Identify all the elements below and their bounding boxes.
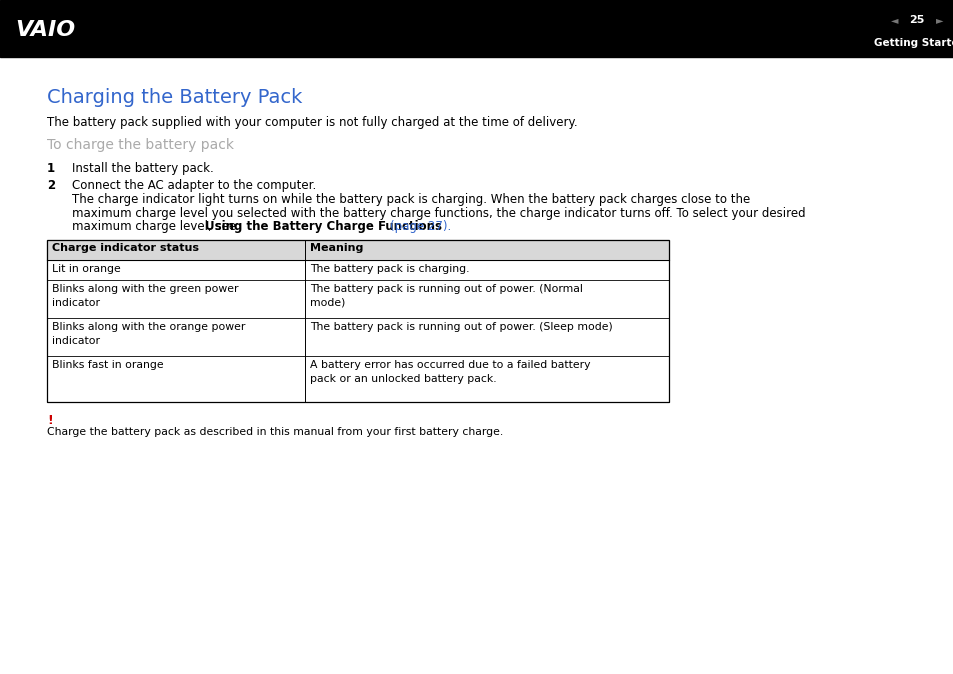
Text: Meaning: Meaning (310, 243, 363, 253)
Bar (47, 240, 668, 402)
Bar (47, 280, 668, 318)
Text: Getting Started: Getting Started (873, 38, 953, 48)
Text: Charge indicator status: Charge indicator status (52, 243, 199, 253)
Text: maximum charge level you selected with the battery charge functions, the charge : maximum charge level you selected with t… (71, 206, 804, 220)
Text: 1: 1 (47, 162, 55, 175)
Bar (47, 356, 668, 402)
Text: (page 27).: (page 27). (390, 220, 451, 233)
Text: Install the battery pack.: Install the battery pack. (71, 162, 213, 175)
Text: Lit in orange: Lit in orange (52, 264, 121, 274)
Text: maximum charge level, see: maximum charge level, see (71, 220, 239, 233)
Text: The charge indicator light turns on while the battery pack is charging. When the: The charge indicator light turns on whil… (71, 193, 749, 206)
Text: A battery error has occurred due to a failed battery
pack or an unlocked battery: A battery error has occurred due to a fa… (310, 360, 590, 384)
Text: The battery pack supplied with your computer is not fully charged at the time of: The battery pack supplied with your comp… (47, 116, 577, 129)
Text: ◄: ◄ (890, 15, 898, 25)
Bar (47, 260, 668, 280)
Text: 25: 25 (908, 15, 923, 25)
Text: Blinks along with the green power
indicator: Blinks along with the green power indica… (52, 284, 238, 307)
Text: Charging the Battery Pack: Charging the Battery Pack (47, 88, 302, 107)
Text: The battery pack is running out of power. (Sleep mode): The battery pack is running out of power… (310, 322, 612, 332)
Text: Using the Battery Charge Functions: Using the Battery Charge Functions (205, 220, 441, 233)
Text: Connect the AC adapter to the computer.: Connect the AC adapter to the computer. (71, 179, 315, 192)
Text: The battery pack is charging.: The battery pack is charging. (310, 264, 469, 274)
Text: The battery pack is running out of power. (Normal
mode): The battery pack is running out of power… (310, 284, 582, 307)
Text: VAIO: VAIO (15, 20, 75, 40)
Text: To charge the battery pack: To charge the battery pack (47, 138, 233, 152)
Bar (47, 240, 668, 260)
Text: Charge the battery pack as described in this manual from your first battery char: Charge the battery pack as described in … (47, 427, 503, 437)
Text: !: ! (47, 414, 52, 427)
Text: ►: ► (935, 15, 943, 25)
Bar (47, 318, 668, 356)
Text: Blinks along with the orange power
indicator: Blinks along with the orange power indic… (52, 322, 245, 346)
Text: 2: 2 (47, 179, 55, 192)
Text: Blinks fast in orange: Blinks fast in orange (52, 360, 164, 370)
Bar (0, 0, 953, 57)
